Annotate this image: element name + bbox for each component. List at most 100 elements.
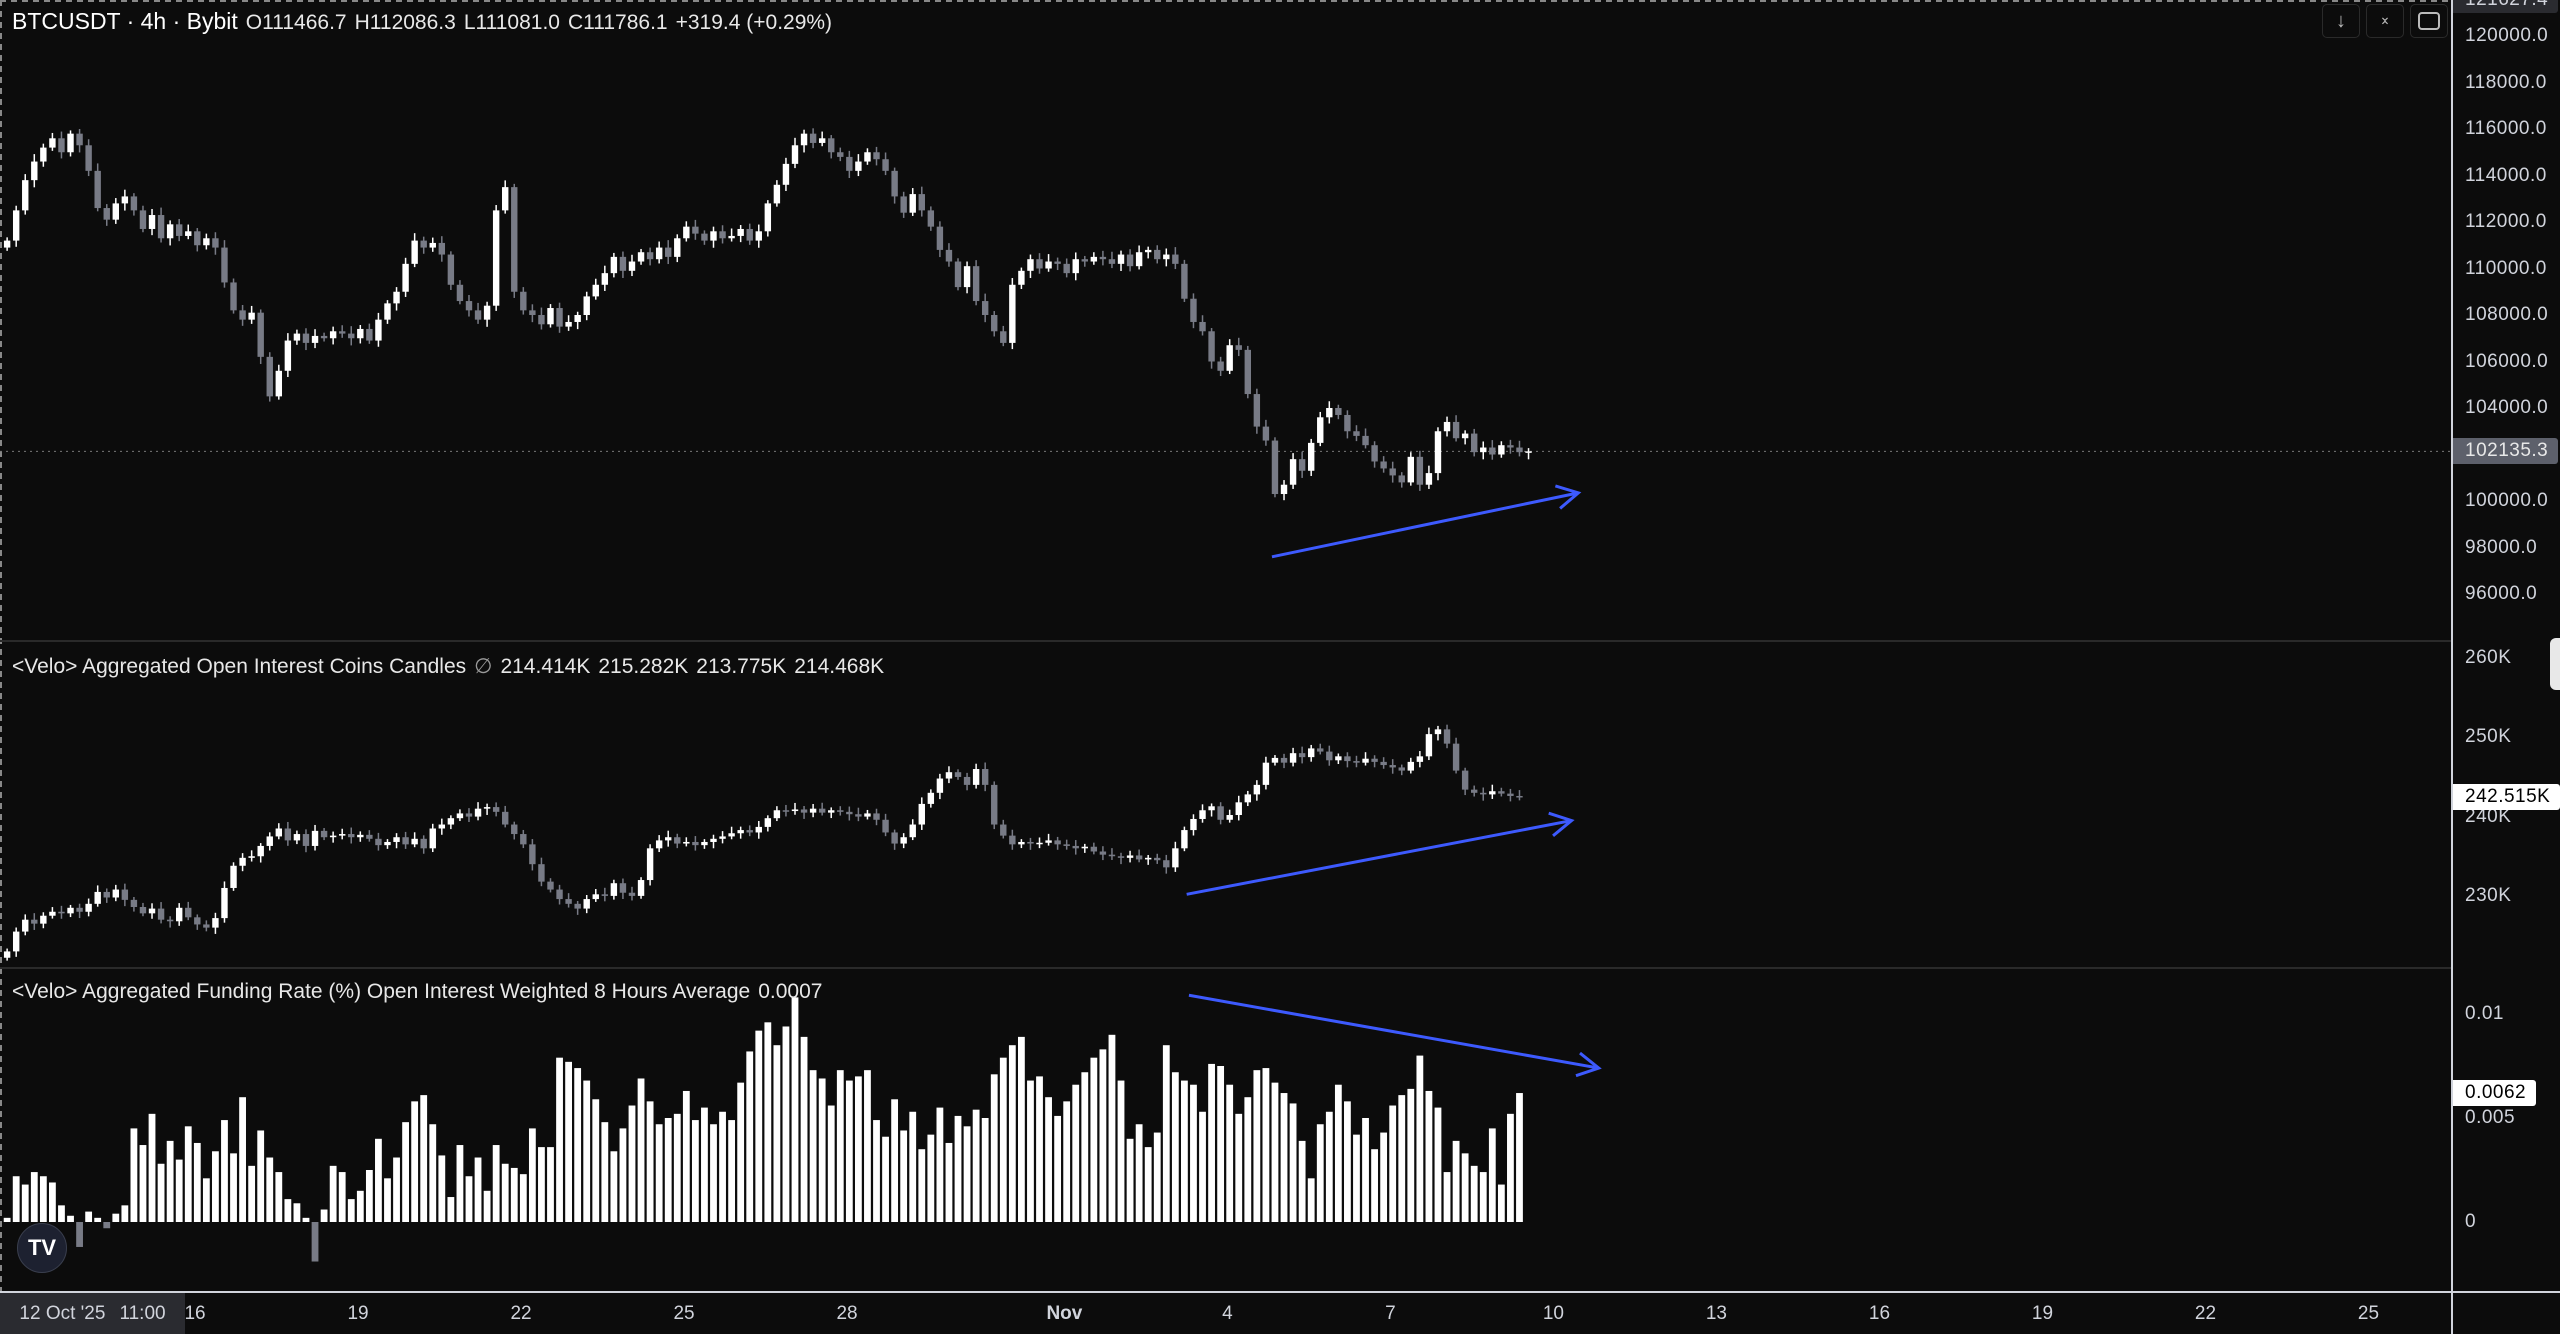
- funding-legend[interactable]: <Velo> Aggregated Funding Rate (%) Open …: [12, 980, 830, 1004]
- funding-bar: [302, 1217, 310, 1222]
- funding-bar: [21, 1184, 29, 1222]
- funding-bar: [1235, 1113, 1243, 1222]
- axis-top-label: 121627.4: [2453, 0, 2559, 13]
- candle-body: [1362, 435, 1369, 446]
- candle-body: [746, 830, 753, 833]
- funding-bar: [1470, 1165, 1478, 1222]
- funding-bar: [1434, 1107, 1442, 1222]
- candle-body: [945, 772, 953, 779]
- funding-bar: [284, 1199, 292, 1222]
- funding-bar: [646, 1101, 654, 1222]
- candle-body: [646, 252, 654, 260]
- funding-bar: [1380, 1132, 1388, 1222]
- funding-bar: [728, 1120, 736, 1222]
- candle-body: [565, 321, 572, 327]
- funding-bar: [1325, 1111, 1333, 1222]
- tradingview-logo-text: TV: [27, 1235, 57, 1260]
- candle-body: [1461, 770, 1469, 790]
- tradingview-logo[interactable]: TV: [17, 1223, 67, 1273]
- funding-bar: [85, 1211, 93, 1222]
- hidden-eye-icon[interactable]: ∅: [474, 655, 493, 678]
- candle-body: [909, 194, 916, 213]
- candle-body: [1163, 860, 1170, 868]
- funding-bar: [402, 1122, 409, 1222]
- symbol-title[interactable]: BTCUSDT · 4h · Bybit: [12, 8, 238, 34]
- funding-bar: [719, 1111, 726, 1222]
- funding-bar: [556, 1057, 563, 1222]
- candle-body: [683, 226, 690, 239]
- funding-legend-title[interactable]: <Velo> Aggregated Funding Rate (%) Open …: [12, 980, 751, 1003]
- candle-body: [1253, 394, 1261, 427]
- funding-bar: [3, 1217, 11, 1222]
- scroll-to-latest-button[interactable]: ↓: [2322, 4, 2360, 38]
- main-legend[interactable]: BTCUSDT · 4h · Bybit O111466.7 H112086.3 L1…: [12, 8, 840, 35]
- funding-bar: [465, 1176, 473, 1222]
- candle-body: [293, 333, 301, 341]
- funding-bar: [519, 1174, 527, 1222]
- funding-bar: [1479, 1172, 1487, 1222]
- candle-body: [221, 247, 228, 283]
- trend-arrow-line: [1271, 491, 1579, 559]
- funding-bar: [1190, 1084, 1197, 1222]
- candle-body: [311, 830, 319, 846]
- pane-resize-handle[interactable]: [2550, 638, 2560, 690]
- candle-body: [1326, 751, 1333, 761]
- candle-body: [755, 826, 762, 833]
- candle-body: [185, 907, 192, 918]
- candle-body: [420, 240, 427, 248]
- candle-body: [882, 159, 889, 171]
- funding-bar: [809, 1070, 817, 1222]
- candle-body: [203, 924, 210, 928]
- candle-body: [918, 194, 925, 211]
- axis-tick-label: 230K: [2465, 884, 2512, 906]
- maximize-pane-button[interactable]: [2410, 4, 2448, 38]
- funding-bar: [800, 1036, 808, 1222]
- funding-bar: [682, 1090, 690, 1222]
- funding-bar: [655, 1124, 663, 1222]
- candle-body: [864, 813, 871, 817]
- candle-body: [1525, 451, 1532, 453]
- oi-legend-title[interactable]: <Velo> Aggregated Open Interest Coins Ca…: [12, 655, 467, 678]
- funding-bar: [1334, 1084, 1342, 1222]
- candle-body: [411, 240, 418, 264]
- candle-body: [927, 210, 935, 227]
- candle-body: [665, 837, 672, 841]
- collapse-pane-button[interactable]: ⌄ ⌃: [2366, 4, 2404, 38]
- funding-bar: [347, 1199, 355, 1222]
- oi-legend[interactable]: <Velo> Aggregated Open Interest Coins Ca…: [12, 654, 892, 679]
- candle-body: [302, 333, 310, 343]
- funding-bar: [918, 1149, 926, 1222]
- oi-open: 214.414K: [500, 655, 591, 678]
- funding-bar: [691, 1120, 699, 1222]
- candle-body: [1471, 789, 1478, 793]
- candle-body: [764, 203, 772, 232]
- candle-body: [936, 226, 944, 250]
- candle-body: [1271, 440, 1279, 495]
- time-tick-label: 28: [836, 1303, 858, 1324]
- candle-body: [1298, 753, 1306, 758]
- candle-body: [773, 184, 781, 204]
- time-tick-label: 22: [510, 1303, 532, 1324]
- candle-body: [1425, 734, 1433, 757]
- candle-body: [94, 170, 101, 209]
- candle-body: [710, 231, 717, 241]
- candle-body: [520, 834, 527, 845]
- candle-body: [456, 284, 464, 302]
- candle-body: [1226, 345, 1233, 371]
- candle-body: [1108, 854, 1116, 857]
- candle-body: [963, 776, 971, 785]
- funding-bar: [1226, 1084, 1234, 1222]
- funding-bar: [528, 1128, 536, 1222]
- funding-bar: [1389, 1105, 1397, 1222]
- candle-body: [1389, 765, 1396, 768]
- funding-bar: [746, 1051, 754, 1222]
- candle-body: [1190, 818, 1197, 831]
- funding-bar: [157, 1163, 165, 1222]
- collapse-icon: ⌄ ⌃: [2379, 8, 2391, 34]
- candle-body: [655, 840, 663, 849]
- candle-body: [185, 231, 192, 236]
- candle-body: [1181, 263, 1188, 299]
- funding-bar: [49, 1182, 56, 1222]
- candle-body: [646, 848, 654, 881]
